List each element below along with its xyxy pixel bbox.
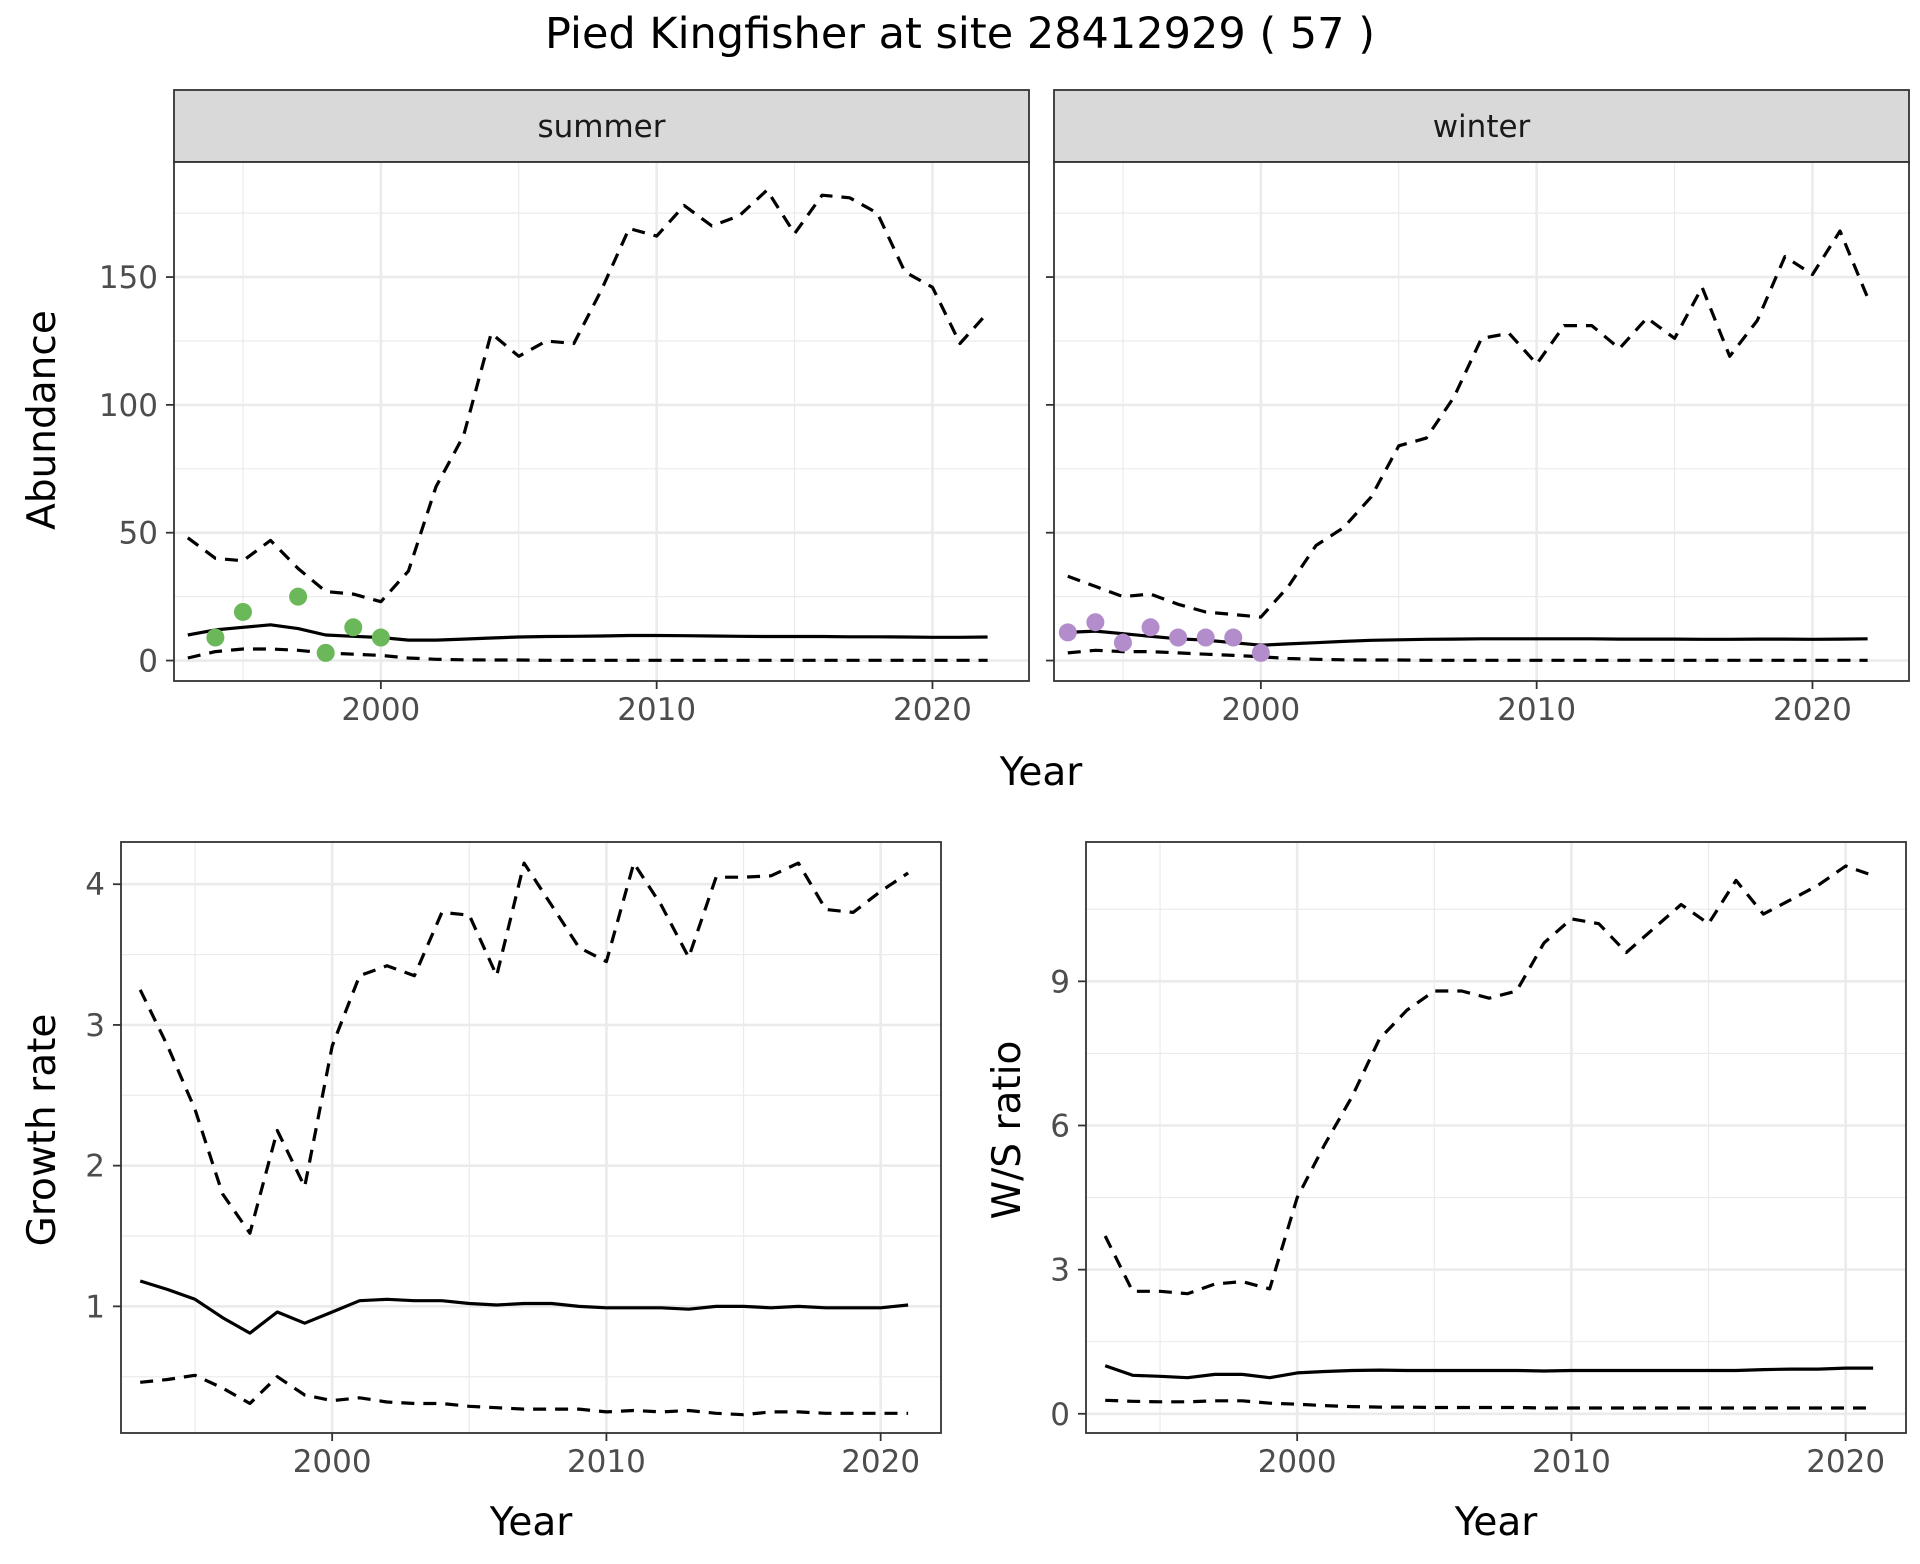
growth-series-upper [138, 861, 909, 1235]
winter-observed-point [1113, 633, 1132, 652]
ratio-x-tick-label: 2020 [1806, 1444, 1885, 1480]
growth-series-mean [139, 1279, 909, 1335]
summer-plot-background [174, 162, 1029, 681]
growth-x-tick-label: 2010 [567, 1444, 646, 1480]
summer-y-tick-label: 50 [119, 516, 158, 552]
growth-plot-background [121, 842, 941, 1433]
abundance-x-axis-title: Year [999, 750, 1084, 795]
winter-observed-point [1086, 613, 1105, 632]
summer-x-tick-label: 2010 [617, 692, 696, 728]
ratio-y-tick-label: 6 [1050, 1108, 1070, 1144]
growth-y-tick-label: 1 [85, 1289, 105, 1325]
winter-x-tick-label: 2010 [1497, 692, 1576, 728]
ratio-x-tick-label: 2010 [1532, 1444, 1611, 1480]
summer-series-mean [187, 623, 988, 642]
ratio-panel-border [1085, 841, 1907, 1434]
ratio-y-axis-title: W/S ratio [985, 1041, 1030, 1220]
winter-x-tick-label: 2020 [1773, 692, 1852, 728]
summer-observed-point [289, 587, 308, 606]
winter-observed-point [1058, 623, 1077, 642]
ratio-series-mean [1104, 1364, 1874, 1380]
summer-y-tick-label: 150 [99, 260, 158, 296]
winter-series-upper [1067, 229, 1870, 619]
winter-plot-background [1054, 162, 1909, 681]
figure-title: Pied Kingfisher at site 28412929 ( 57 ) [545, 9, 1375, 59]
winter-x-tick-label: 2000 [1221, 692, 1300, 728]
chart-ws-ratio: 2000 2010 2020 0 3 6 9 [1050, 841, 1907, 1480]
growth-panel-border [120, 841, 942, 1434]
growth-x-tick-label: 2000 [293, 1444, 372, 1480]
winter-observed-point [1141, 618, 1160, 637]
strip-winter-label: winter [1433, 109, 1531, 145]
abundance-y-axis-title: Abundance [20, 310, 65, 530]
strip-summer-bg [173, 89, 1030, 163]
summer-x-tick-label: 2020 [893, 692, 972, 728]
ratio-x-tick-label: 2000 [1258, 1444, 1337, 1480]
summer-observed-point [316, 643, 335, 662]
growth-x-axis-title: Year [489, 1500, 574, 1545]
summer-y-tick-label: 100 [99, 388, 158, 424]
ratio-series-lower [1105, 1398, 1874, 1410]
summer-panel-border [173, 161, 1030, 682]
winter-observed-point [1251, 643, 1270, 662]
summer-observed-point [233, 602, 252, 621]
ratio-plot-background [1086, 842, 1906, 1433]
chart-winter: 2000 2010 2020 [1046, 161, 1910, 728]
summer-x-tick-label: 2000 [341, 692, 420, 728]
growth-y-tick-label: 2 [85, 1149, 105, 1185]
ratio-y-tick-label: 9 [1050, 964, 1070, 1000]
growth-x-tick-label: 2020 [841, 1444, 920, 1480]
panel-summer: summer 2000 2010 2020 0 50 100 150 [99, 89, 1030, 728]
panel-winter: winter 2000 2010 2020 [1046, 89, 1910, 728]
ratio-x-axis-title: Year [1454, 1500, 1539, 1545]
summer-series-upper [186, 188, 989, 604]
winter-panel-border [1053, 161, 1910, 682]
winter-observed-point [1196, 628, 1215, 647]
chart-summer: 2000 2010 2020 0 50 100 150 [99, 161, 1030, 728]
summer-y-tick-label: 0 [138, 644, 158, 680]
growth-y-axis-title: Growth rate [20, 1014, 65, 1247]
ratio-y-tick-label: 3 [1050, 1253, 1070, 1289]
strip-summer-label: summer [537, 109, 665, 145]
growth-y-tick-label: 3 [85, 1008, 105, 1044]
growth-series-lower [140, 1373, 909, 1417]
ratio-y-tick-label: 0 [1050, 1397, 1070, 1433]
summer-observed-point [344, 618, 363, 637]
summer-observed-point [371, 628, 390, 647]
winter-series-lower [1067, 648, 1868, 662]
winter-observed-point [1224, 628, 1243, 647]
summer-observed-point [206, 628, 225, 647]
chart-growth-rate: 2000 2010 2020 1 2 3 4 [85, 841, 942, 1480]
growth-y-tick-label: 4 [85, 867, 105, 903]
winter-observed-point [1169, 628, 1188, 647]
ratio-series-upper [1103, 864, 1874, 1296]
